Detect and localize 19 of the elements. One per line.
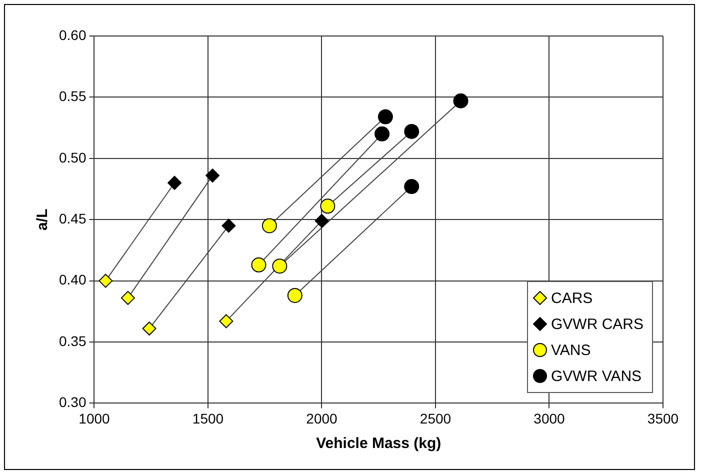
y-tick-label: 0.60 — [59, 26, 86, 43]
x-tick-label: 2000 — [306, 410, 338, 426]
y-tick-label: 0.40 — [59, 272, 86, 288]
x-tick-label: 1500 — [192, 410, 224, 426]
x-tick-label: 1000 — [78, 410, 110, 426]
y-tick-label: 0.30 — [59, 394, 86, 410]
y-tick-label: 0.45 — [59, 210, 86, 226]
x-tick-label: 2500 — [420, 410, 452, 426]
legend-label: CARS — [551, 290, 593, 307]
x-tick-label: 3000 — [534, 410, 566, 426]
legend-label: GVWR VANS — [551, 368, 642, 385]
x-tick-label: 3500 — [647, 410, 679, 426]
y-tick-label: 0.55 — [59, 88, 86, 104]
x-axis-title: Vehicle Mass (kg) — [316, 435, 442, 452]
y-axis-title: a/L — [34, 208, 52, 230]
legend-label: GVWR CARS — [551, 316, 644, 333]
legend-label: VANS — [551, 342, 591, 359]
y-tick-label: 0.50 — [59, 149, 86, 166]
y-tick-label: 0.35 — [59, 332, 86, 349]
